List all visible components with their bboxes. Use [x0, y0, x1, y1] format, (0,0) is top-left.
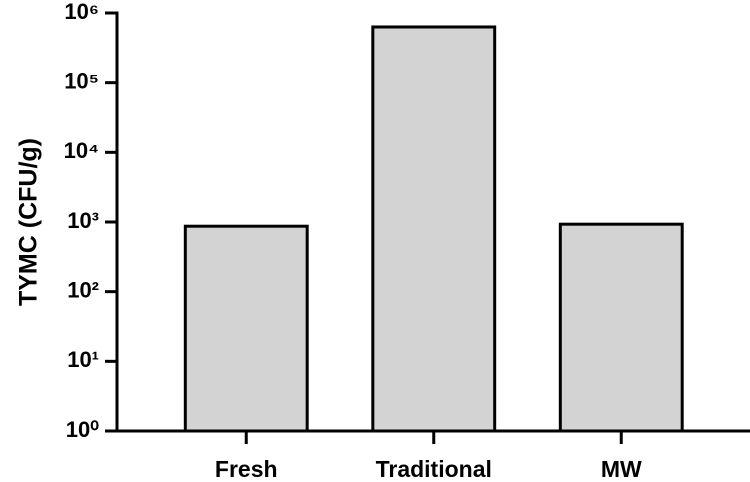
- x-tick-label: Traditional: [376, 456, 492, 482]
- bar: [183, 224, 309, 433]
- y-axis-label: TYMC (CFU/g): [15, 138, 43, 306]
- bar: [371, 25, 497, 433]
- x-tick-label: MW: [601, 456, 642, 482]
- y-tick-label: 10¹: [67, 347, 99, 372]
- y-tick-label: 10³: [67, 208, 99, 233]
- y-tick-label: 10⁶: [64, 0, 99, 24]
- bar: [558, 222, 684, 433]
- y-tick-label: 10⁴: [64, 138, 99, 163]
- y-tick-label: 10⁰: [66, 417, 99, 442]
- y-tick-label: 10²: [67, 277, 99, 302]
- x-tick-label: Fresh: [215, 456, 278, 482]
- y-tick-label: 10⁵: [64, 68, 99, 93]
